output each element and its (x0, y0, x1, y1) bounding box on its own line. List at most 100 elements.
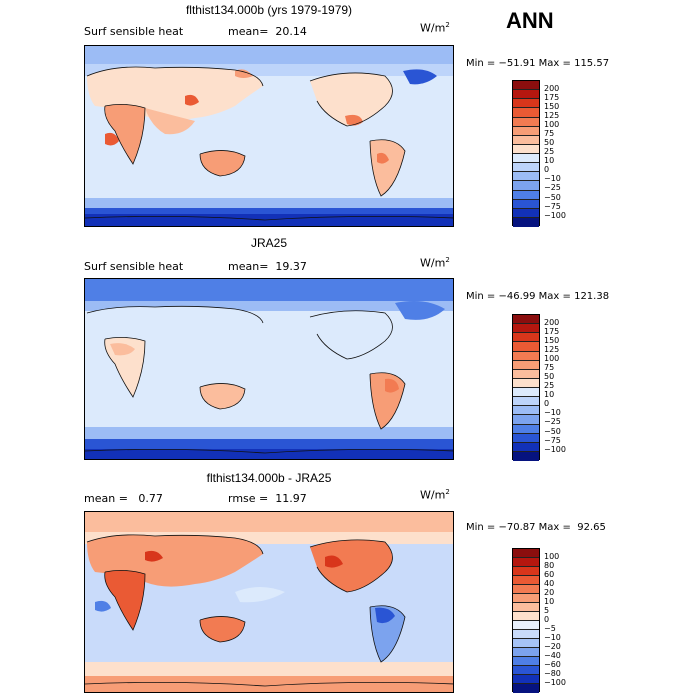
panel-3-colorbar-swatch (513, 603, 539, 612)
colorbar-tick-label: 50 (544, 138, 555, 147)
colorbar-tick-label: 100 (544, 354, 560, 363)
colorbar-tick-label: −75 (544, 436, 561, 445)
panel-2-title: JRA25 (250, 236, 288, 250)
colorbar-tick-label: −5 (544, 624, 556, 633)
colorbar-tick-label: 200 (544, 84, 560, 93)
colorbar-tick-label: 25 (544, 381, 555, 390)
panel-2-colorbar-swatch (513, 397, 539, 407)
panel-2-colorbar-swatch (513, 433, 539, 443)
panel-3-rmse-label: rmse = 11.97 (228, 492, 307, 505)
panel-3-units: W/m2 (420, 488, 450, 502)
colorbar-tick-label: 175 (544, 327, 560, 336)
panel-1-colorbar (512, 80, 540, 227)
panel-1-colorbar-swatch (513, 144, 539, 154)
panel-1-colorbar-swatch (513, 163, 539, 173)
colorbar-tick-label: 150 (544, 336, 560, 345)
colorbar-tick-label: −10 (544, 174, 561, 183)
colorbar-tick-label: −75 (544, 202, 561, 211)
colorbar-tick-label: 10 (544, 597, 555, 606)
panel-3-colorbar-swatch (513, 594, 539, 603)
panel-1-colorbar-swatch (513, 217, 539, 227)
panel-2-colorbar-swatch (513, 451, 539, 461)
panel-3-colorbar-swatch (513, 675, 539, 684)
colorbar-tick-label: −25 (544, 417, 561, 426)
panel-2-minmax: Min = −46.99 Max = 121.38 (466, 291, 610, 302)
panel-1-colorbar-swatch (513, 81, 539, 91)
panel-1-colorbar-swatch (513, 90, 539, 100)
colorbar-tick-label: 75 (544, 363, 555, 372)
panel-1-colorbar-swatch (513, 99, 539, 109)
panel-1-map (84, 45, 454, 227)
panel-1-colorbar-swatch (513, 135, 539, 145)
season-label: ANN (506, 8, 554, 33)
panel-3-colorbar-swatch (513, 639, 539, 648)
panel-2-colorbar-swatch (513, 388, 539, 398)
panel-3-colorbar-swatch (513, 612, 539, 621)
colorbar-tick-label: −40 (544, 651, 561, 660)
panel-2-map (84, 278, 454, 460)
colorbar-tick-label: −20 (544, 642, 561, 651)
panel-1-title: flthist134.000b (yrs 1979-1979) (185, 3, 353, 17)
panel-3-colorbar-swatch (513, 585, 539, 594)
panel-1-colorbar-swatch (513, 190, 539, 200)
panel-3-minmax: Min = −70.87 Max = 92.65 (466, 522, 606, 533)
panel-3-colorbar-swatch (513, 684, 539, 693)
panel-3-colorbar-swatch (513, 666, 539, 675)
colorbar-tick-label: 10 (544, 156, 555, 165)
colorbar-tick-label: 100 (544, 120, 560, 129)
panel-2-colorbar-swatch (513, 351, 539, 361)
colorbar-tick-label: −100 (544, 445, 566, 454)
colorbar-tick-label: 125 (544, 345, 560, 354)
panel-3-colorbar-swatch (513, 576, 539, 585)
colorbar-tick-label: −60 (544, 660, 561, 669)
panel-1-colorbar-swatch (513, 181, 539, 191)
panel-1-colorbar-swatch (513, 208, 539, 218)
colorbar-tick-label: 10 (544, 390, 555, 399)
panel-3-colorbar-swatch (513, 621, 539, 630)
colorbar-tick-label: 75 (544, 129, 555, 138)
panel-1-colorbar-swatch (513, 108, 539, 118)
colorbar-tick-label: 60 (544, 570, 555, 579)
panel-2-colorbar-swatch (513, 406, 539, 416)
panel-2-mean-label: mean= 19.37 (228, 260, 307, 273)
panel-2-colorbar-swatch (513, 315, 539, 325)
panel-2-colorbar-swatch (513, 378, 539, 388)
colorbar-tick-label: −100 (544, 678, 566, 687)
colorbar-tick-label: 0 (544, 399, 550, 408)
panel-2-colorbar-swatch (513, 360, 539, 370)
panel-1-colorbar-swatch (513, 154, 539, 164)
panel-2-field-label: Surf sensible heat (84, 260, 184, 273)
colorbar-tick-label: 175 (544, 93, 560, 102)
panel-2-colorbar-swatch (513, 442, 539, 452)
panel-1-minmax: Min = −51.91 Max = 115.57 (466, 58, 610, 69)
panel-1-colorbar-swatch (513, 117, 539, 127)
colorbar-tick-label: −10 (544, 408, 561, 417)
panel-1-units: W/m2 (420, 21, 450, 35)
panel-2-colorbar (512, 314, 540, 461)
panel-3-title: flthist134.000b - JRA25 (206, 471, 332, 485)
panel-2-colorbar-swatch (513, 324, 539, 334)
panel-3-colorbar (512, 548, 540, 693)
colorbar-tick-label: 125 (544, 111, 560, 120)
colorbar-tick-label: −50 (544, 427, 561, 436)
colorbar-tick-label: −25 (544, 183, 561, 192)
panel-3-colorbar-swatch (513, 630, 539, 639)
colorbar-tick-label: 40 (544, 579, 555, 588)
panel-3-map (84, 511, 454, 693)
panel-2-colorbar-swatch (513, 415, 539, 425)
panel-1-colorbar-swatch (513, 199, 539, 209)
colorbar-tick-label: 20 (544, 588, 555, 597)
colorbar-tick-label: 5 (544, 606, 550, 615)
panel-2-colorbar-swatch (513, 342, 539, 352)
colorbar-tick-label: 100 (544, 552, 560, 561)
panel-1-colorbar-swatch (513, 126, 539, 136)
panel-3-colorbar-swatch (513, 549, 539, 558)
panel-1-colorbar-swatch (513, 172, 539, 182)
panel-2-units: W/m2 (420, 256, 450, 270)
colorbar-tick-label: 25 (544, 147, 555, 156)
panel-3-colorbar-swatch (513, 567, 539, 576)
panel-1-mean-label: mean= 20.14 (228, 25, 307, 38)
colorbar-tick-label: −10 (544, 633, 561, 642)
panel-3-colorbar-swatch (513, 657, 539, 666)
colorbar-tick-label: −50 (544, 193, 561, 202)
